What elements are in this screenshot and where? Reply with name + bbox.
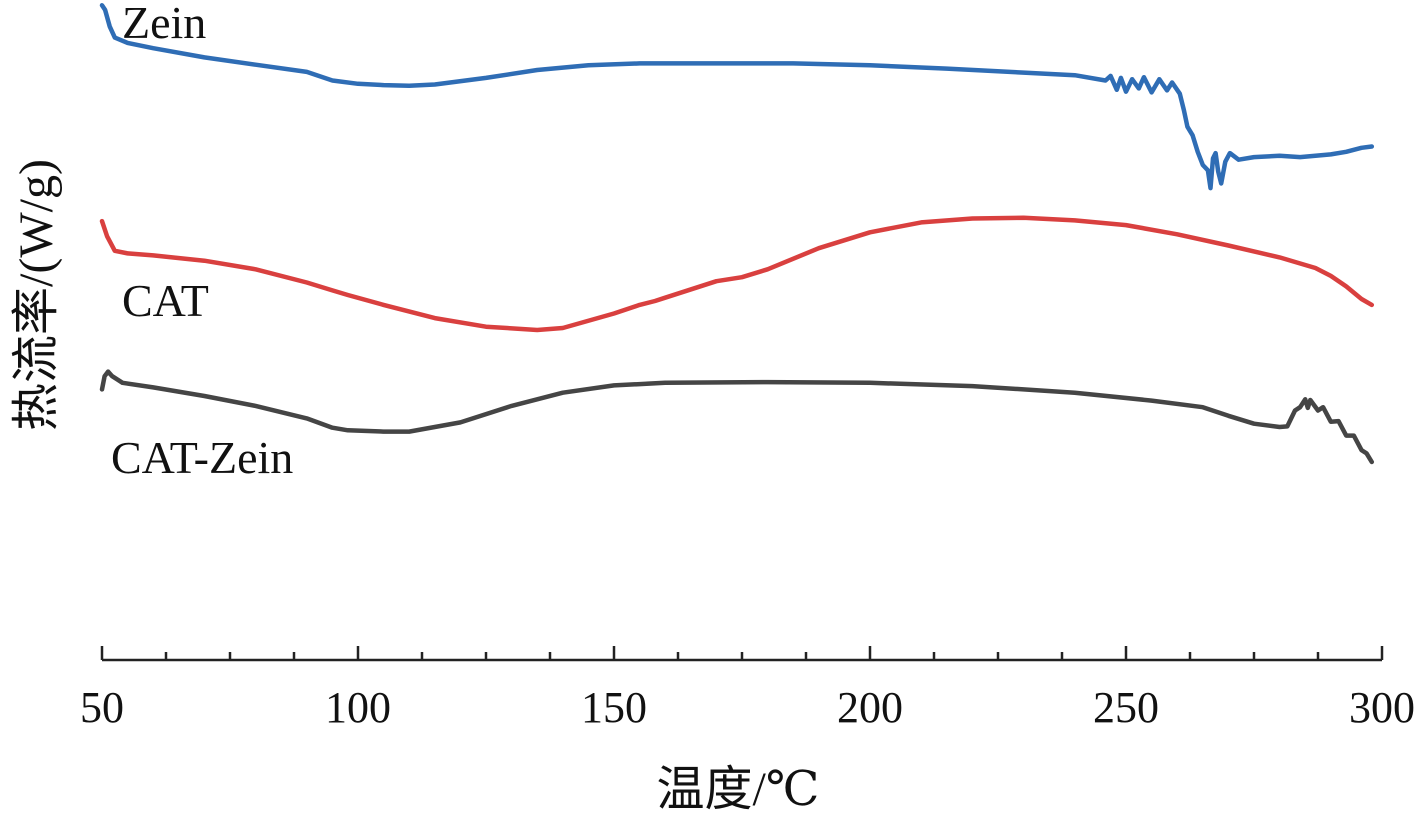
x-tick-label: 100	[325, 683, 391, 732]
x-tick-label: 50	[80, 683, 124, 732]
x-tick-label: 150	[581, 683, 647, 732]
series-layer	[102, 5, 1372, 462]
x-axis-title: 温度/℃	[656, 763, 819, 816]
x-tick-label: 200	[837, 683, 903, 732]
x-tick-label: 300	[1349, 683, 1415, 732]
series-line-zein	[102, 5, 1372, 188]
x-tick-label: 250	[1093, 683, 1159, 732]
series-label-cat-zein: CAT-Zein	[111, 432, 293, 483]
series-label-zein: Zein	[122, 0, 206, 48]
series-label-cat: CAT	[122, 275, 209, 326]
series-line-cat	[102, 218, 1372, 330]
y-axis-title: 热流率/(W/g)	[10, 159, 63, 431]
